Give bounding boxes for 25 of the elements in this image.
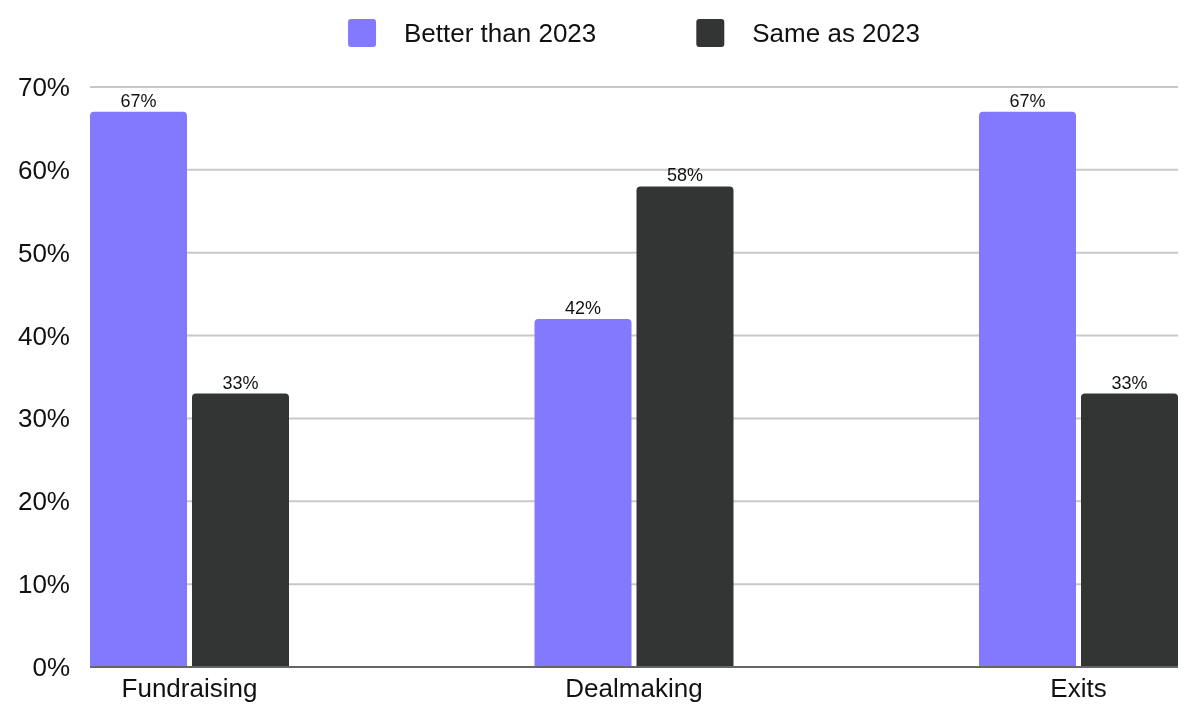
data-label: 67% <box>120 90 157 111</box>
data-label: 33% <box>1111 372 1148 393</box>
data-label: 67% <box>1009 90 1046 111</box>
data-label: 58% <box>666 165 704 186</box>
data-label: 33% <box>222 372 259 393</box>
x-tick-label: Dealmaking <box>565 673 703 703</box>
x-tick-label: Fundraising <box>121 673 258 703</box>
y-tick-label: 60% <box>17 154 70 185</box>
y-tick-label: 40% <box>17 320 70 351</box>
y-tick-label: 0% <box>32 652 70 682</box>
bar <box>90 111 187 667</box>
y-tick-label: 30% <box>17 403 70 434</box>
bar <box>636 186 734 667</box>
bar <box>979 111 1076 667</box>
x-tick-label: Exits <box>1050 673 1107 703</box>
y-tick-label: 20% <box>17 486 70 517</box>
bar <box>534 319 632 667</box>
y-tick-label: 50% <box>17 237 70 268</box>
y-tick-label: 10% <box>17 569 70 600</box>
y-tick-label: 70% <box>17 72 70 102</box>
legend-label: Better than 2023 <box>404 18 597 48</box>
bar <box>1081 393 1178 667</box>
bar <box>192 393 289 667</box>
data-label: 42% <box>564 298 602 318</box>
legend-label: Same as 2023 <box>752 18 920 48</box>
